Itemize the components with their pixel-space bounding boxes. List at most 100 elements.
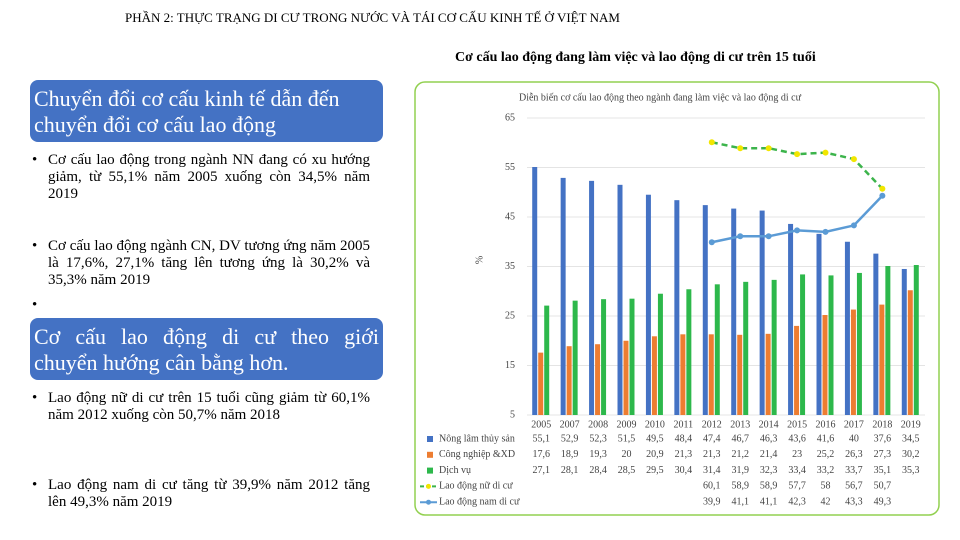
bar <box>623 340 629 415</box>
y-tick-label: 35 <box>505 261 515 272</box>
data-label: 17,6 <box>532 449 550 460</box>
data-label: 26,3 <box>845 449 863 460</box>
data-label: 52,9 <box>561 433 579 444</box>
bar <box>765 333 771 415</box>
data-label: 21,3 <box>675 449 693 460</box>
bar <box>913 265 919 415</box>
marker <box>765 233 772 240</box>
data-label: 40 <box>849 433 859 444</box>
data-label: 58,9 <box>731 481 749 492</box>
bar <box>794 325 800 415</box>
data-label: 46,3 <box>760 433 778 444</box>
data-label: 28,4 <box>589 465 607 476</box>
data-label: 43,3 <box>845 496 863 507</box>
bar <box>674 200 680 415</box>
x-tick-label: 2008 <box>588 419 608 430</box>
legend-label: Nông lâm thủy sản <box>439 433 515 444</box>
x-tick-label: 2016 <box>816 419 836 430</box>
marker <box>879 185 886 192</box>
bar <box>708 334 714 415</box>
data-label: 57,7 <box>788 481 806 492</box>
data-label: 18,9 <box>561 449 579 460</box>
bar <box>788 223 794 415</box>
bar <box>844 241 850 415</box>
bar <box>645 194 651 415</box>
bar <box>901 268 907 415</box>
line <box>711 141 884 190</box>
marker <box>850 156 857 163</box>
bar <box>850 309 856 415</box>
bar <box>816 233 822 415</box>
y-tick-label: 65 <box>505 112 515 123</box>
bar <box>759 210 765 415</box>
bar <box>686 289 692 415</box>
marker <box>708 139 715 146</box>
x-tick-label: 2009 <box>617 419 637 430</box>
x-tick-label: 2018 <box>872 419 892 430</box>
legend-label: Công nghiệp &XD <box>439 449 515 460</box>
legend-label: Lao động nữ di cư <box>439 481 513 492</box>
bar <box>651 336 657 415</box>
bar <box>800 274 806 415</box>
data-label: 42,3 <box>788 496 806 507</box>
bar <box>629 298 635 415</box>
bar <box>822 315 828 415</box>
bar <box>560 177 566 415</box>
data-label: 51,5 <box>618 433 636 444</box>
marker <box>737 233 744 240</box>
x-tick-label: 2017 <box>844 419 864 430</box>
section-title: Cơ cấu lao động di cư theo giới chuyển h… <box>30 318 383 380</box>
bar <box>617 184 623 415</box>
section-title: Chuyển đổi cơ cấu kinh tế dẫn đến chuyển… <box>30 80 383 142</box>
data-label: 37,6 <box>874 433 892 444</box>
x-tick-label: 2014 <box>759 419 779 430</box>
bar <box>538 352 544 415</box>
marker <box>850 222 857 229</box>
bar <box>737 334 743 415</box>
marker <box>794 227 801 234</box>
y-axis-label: % <box>474 256 485 264</box>
data-label: 35,1 <box>874 465 892 476</box>
bar <box>680 334 686 415</box>
data-label: 33,4 <box>788 465 806 476</box>
data-label: 29,5 <box>646 465 664 476</box>
data-label: 33,7 <box>845 465 863 476</box>
data-label: 55,1 <box>532 433 550 444</box>
data-label: 21,4 <box>760 449 778 460</box>
legend-key <box>426 499 431 505</box>
bullet: Cơ cấu lao động ngành CN, DV tương ứng n… <box>30 238 370 289</box>
data-label: 49,5 <box>646 433 664 444</box>
marker <box>879 192 886 199</box>
data-label: 42 <box>821 496 831 507</box>
data-label: 20 <box>622 449 632 460</box>
data-label: 58,9 <box>760 481 778 492</box>
bar <box>907 290 913 415</box>
data-label: 21,2 <box>731 449 749 460</box>
bar <box>828 275 834 415</box>
bar <box>572 300 578 415</box>
bar <box>771 279 777 415</box>
bar <box>873 253 879 415</box>
marker <box>822 149 829 156</box>
data-label: 34,5 <box>902 433 920 444</box>
data-label: 23 <box>792 449 802 460</box>
bar <box>566 346 572 415</box>
y-tick-label: 45 <box>505 211 515 222</box>
y-tick-label: 15 <box>505 360 515 371</box>
marker <box>708 239 715 246</box>
line <box>711 194 884 244</box>
data-label: 56,7 <box>845 481 863 492</box>
data-label: 41,1 <box>731 496 749 507</box>
legend-label: Lao động nam di cư <box>439 496 520 507</box>
data-label: 30,4 <box>675 465 693 476</box>
x-tick-label: 2010 <box>645 419 665 430</box>
x-tick-label: 2012 <box>702 419 722 430</box>
bar <box>731 208 737 415</box>
data-label: 58 <box>821 481 831 492</box>
legend-key <box>427 467 433 474</box>
data-label: 48,4 <box>675 433 693 444</box>
bar <box>714 284 720 415</box>
y-tick-label: 55 <box>505 162 515 173</box>
